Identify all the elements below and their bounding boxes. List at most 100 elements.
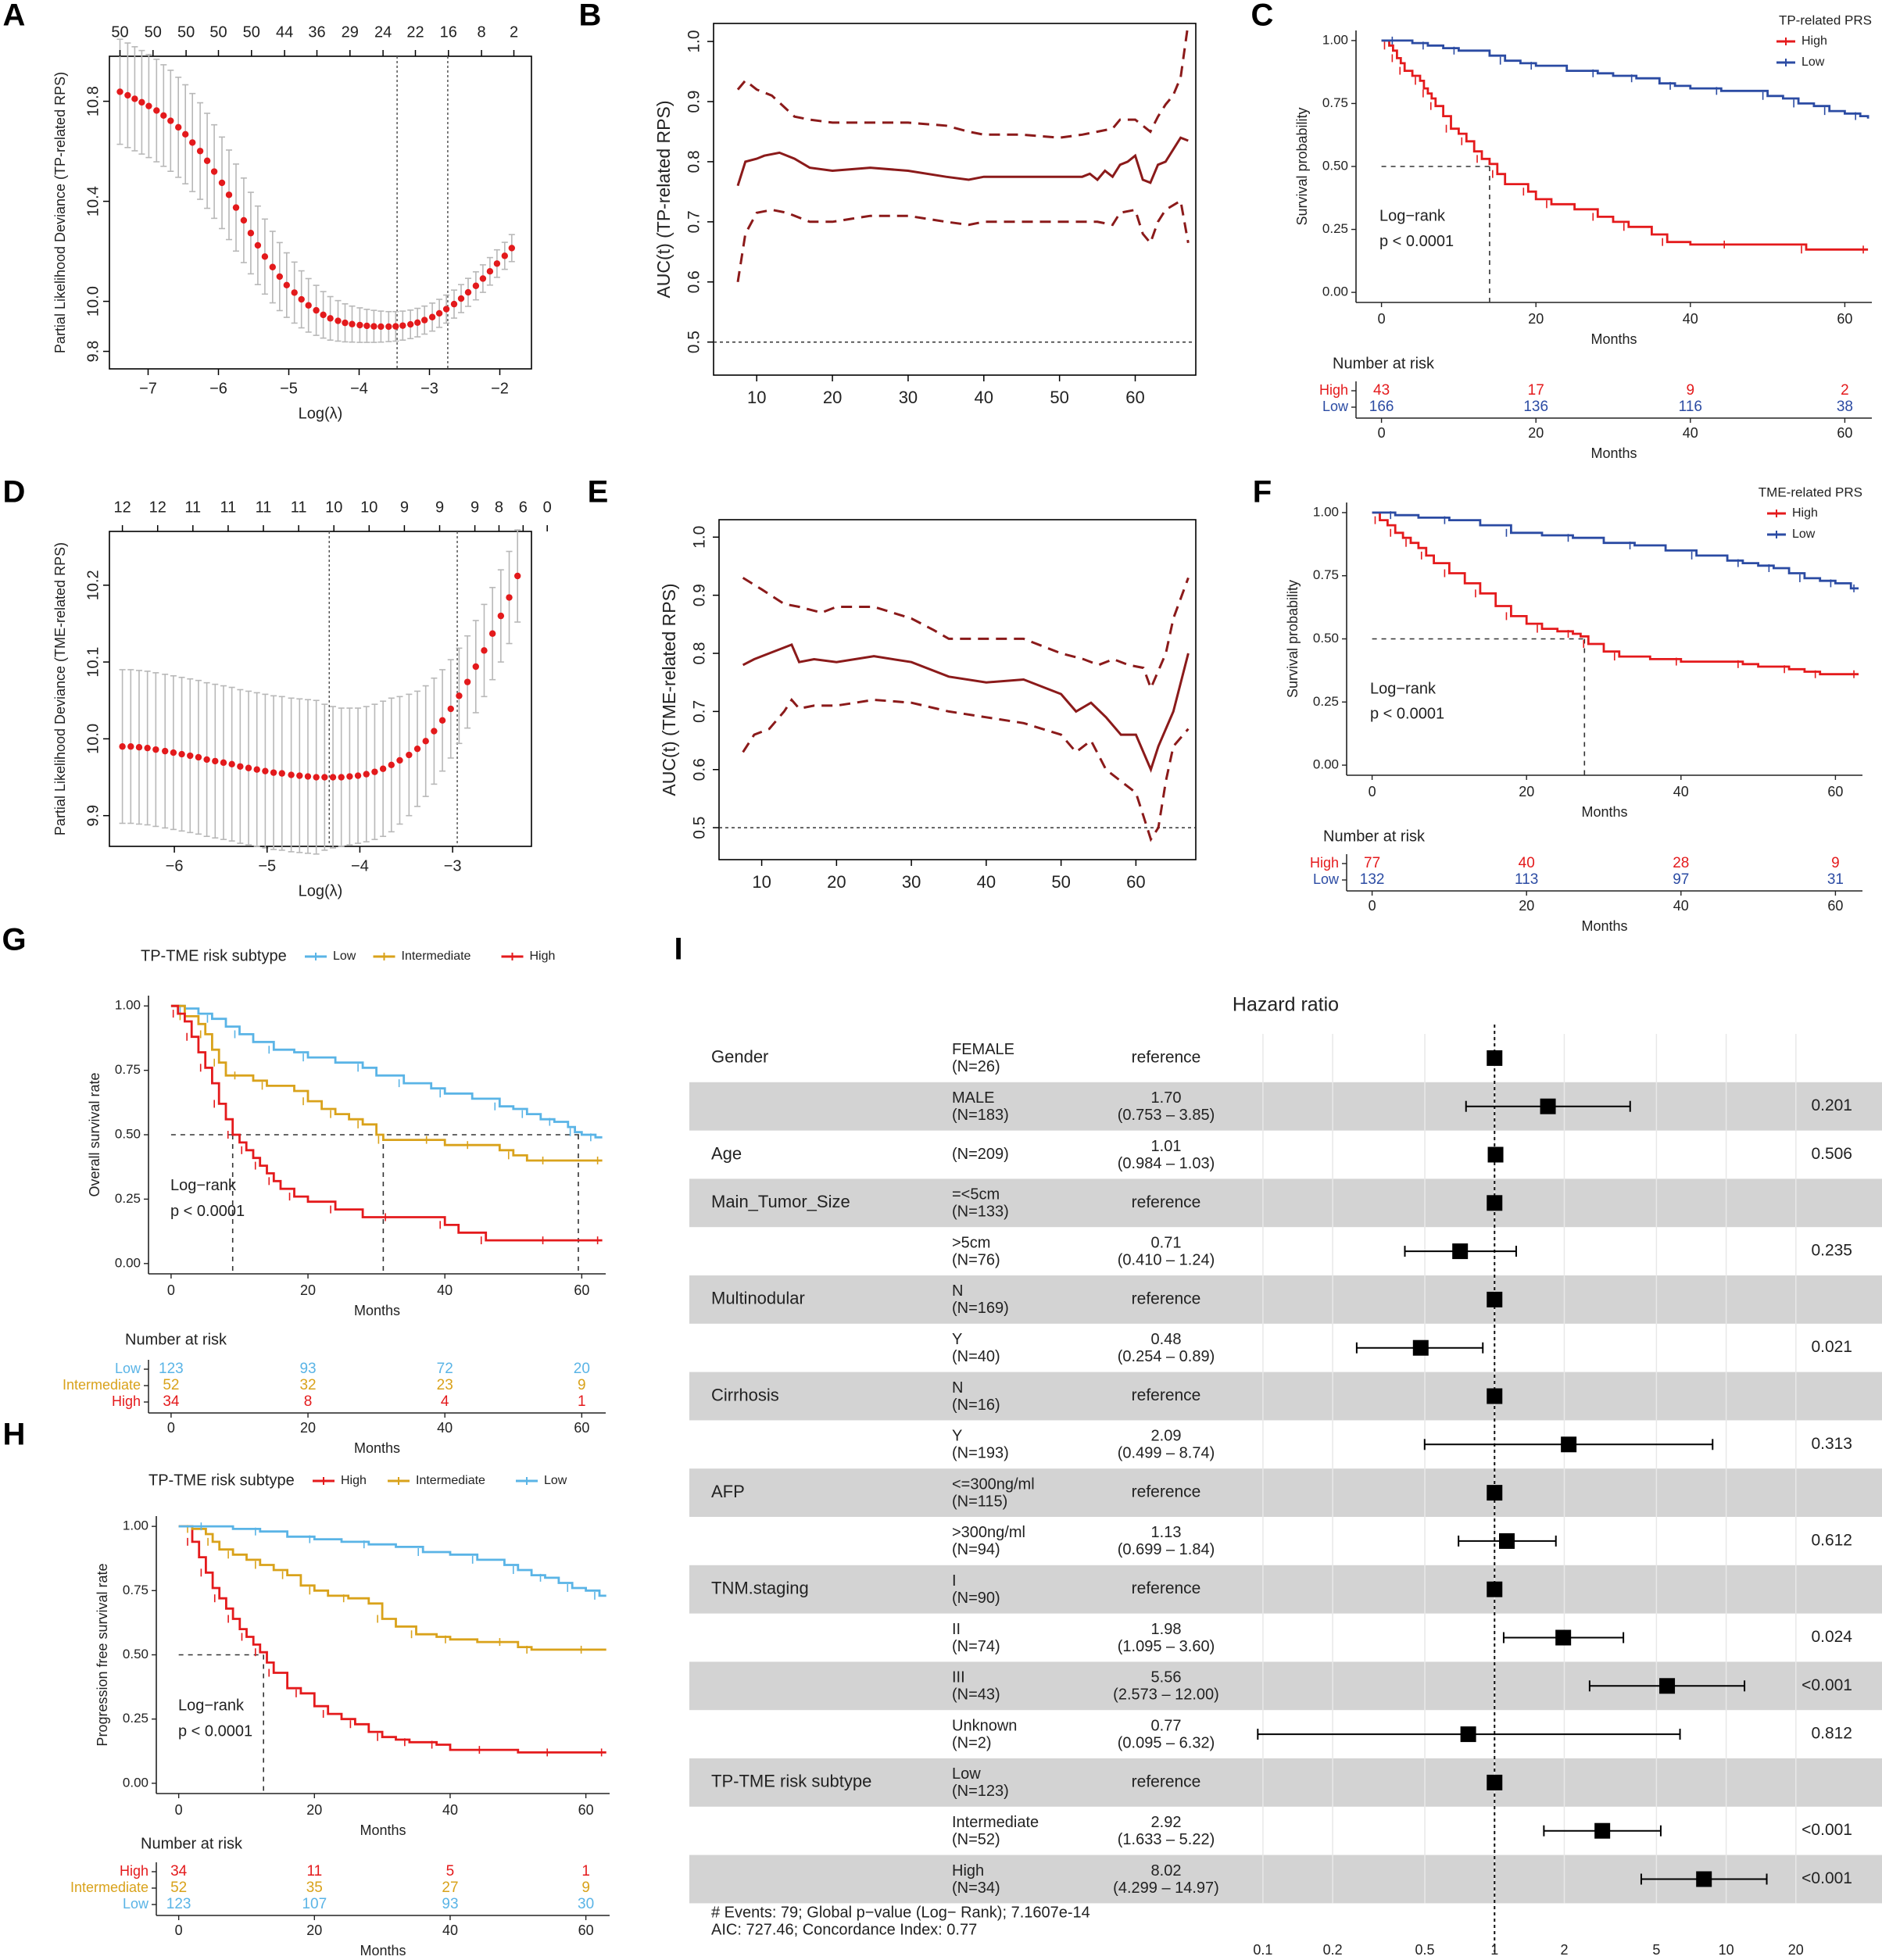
forest-level: High	[952, 1862, 984, 1880]
legend-label: Intermediate	[416, 1474, 485, 1487]
forest-level: =<5cm	[952, 1186, 1000, 1204]
km-curve-high	[178, 1525, 606, 1754]
km-panel-h: 0 20 40 60 0.00 0.25 0.50 0.75 1.00 Months Progres…	[70, 1472, 610, 1958]
top-tick-label: 9	[435, 499, 444, 516]
y-tick-label: 0.00	[1322, 284, 1348, 299]
x-tick-label: 40	[437, 1282, 453, 1298]
forest-variable: TNM.staging	[711, 1579, 809, 1598]
deviance-point	[497, 612, 505, 620]
forest-variable: AFP	[711, 1482, 745, 1501]
x-tick-label: 60	[1126, 872, 1145, 892]
deviance-point	[335, 317, 342, 324]
forest-pvalue: 0.024	[1811, 1628, 1852, 1646]
shaded-row	[689, 1275, 1882, 1324]
deviance-point	[501, 252, 508, 259]
forest-pvalue: 0.201	[1811, 1096, 1852, 1114]
deviance-point	[493, 260, 501, 267]
forest-hr-marker	[1487, 1050, 1503, 1066]
deviance-point	[321, 774, 328, 781]
forest-variable: Multinodular	[711, 1289, 805, 1308]
y-tick-label: 0.00	[115, 1255, 141, 1270]
risk-value: 9	[1687, 382, 1695, 399]
y-tick-label: 1.0	[685, 30, 703, 52]
forest-level: >5cm	[952, 1234, 990, 1251]
forest-row: III(N=43) 5.56(2.573 – 12.00) <0.001	[952, 1669, 1852, 1704]
forest-estimate: 0.71	[1151, 1234, 1182, 1251]
forest-n: (N=43)	[952, 1686, 1000, 1704]
deviance-point	[346, 773, 353, 780]
deviance-point	[413, 745, 421, 753]
km-curve-low	[178, 1525, 606, 1597]
legend-title: TP-related PRS	[1779, 13, 1872, 27]
forest-estimate: reference	[1132, 1772, 1201, 1790]
deviance-point	[270, 769, 277, 776]
y-tick-label: 0.50	[123, 1647, 148, 1661]
deviance-point	[354, 772, 362, 779]
risk-x-axis-label: Months	[354, 1440, 400, 1456]
forest-row: II(N=74) 1.98(1.095 – 3.60) 0.024	[952, 1621, 1852, 1655]
risk-x-tick-label: 0	[1378, 425, 1386, 441]
y-tick-label: 10.0	[84, 286, 102, 317]
top-tick-label: 11	[291, 499, 307, 516]
y-tick-label: 0.6	[685, 270, 703, 293]
km-curve-intermediate	[170, 1004, 603, 1162]
x-axis-label: Months	[360, 1822, 406, 1838]
deviance-point	[232, 204, 240, 211]
top-tick-label: 9	[470, 499, 479, 516]
forest-row: Unknown(N=2) 0.77(0.095 – 6.32) 0.812	[952, 1717, 1852, 1751]
x-tick-label: 20	[1528, 311, 1544, 327]
forest-row: Intermediate(N=52) 2.92(1.633 – 5.22) <0.0…	[952, 1814, 1852, 1848]
deviance-point	[203, 157, 211, 164]
forest-variable: TP-TME risk subtype	[711, 1772, 871, 1791]
logrank-label: Log−rank	[178, 1697, 245, 1715]
logrank-label: Log−rank	[1379, 208, 1446, 225]
x-tick-label: 40	[442, 1802, 458, 1818]
risk-value: 27	[442, 1880, 458, 1896]
deviance-point	[228, 760, 235, 768]
forest-pvalue: 0.506	[1811, 1145, 1852, 1163]
deviance-point	[356, 321, 363, 329]
risk-table: Number at risk High 43 17 9 2 Low 166 136 116 38 0 2…	[1319, 355, 1872, 461]
risk-row-name: Low	[1322, 399, 1349, 414]
top-tick-label: 2	[510, 23, 518, 41]
panel-letter-e: E	[588, 475, 609, 510]
deviance-point	[388, 761, 395, 769]
risk-value: 9	[578, 1377, 586, 1393]
forest-hr-marker	[1487, 1774, 1503, 1790]
legend-label: High	[1801, 34, 1827, 48]
forest-n: (N=26)	[952, 1058, 1000, 1075]
y-tick-label: 0.00	[1313, 757, 1339, 772]
forest-x-tick-label: 0.1	[1253, 1942, 1272, 1958]
risk-x-axis-label: Months	[360, 1943, 406, 1958]
shaded-row	[689, 1082, 1882, 1131]
forest-level: II	[952, 1621, 961, 1638]
forest-level: MALE	[952, 1089, 994, 1107]
km-curve-high	[170, 1004, 603, 1242]
deviance-point	[406, 751, 413, 759]
deviance-point	[422, 738, 429, 745]
risk-row-name: Intermediate	[70, 1880, 148, 1895]
deviance-point	[212, 757, 219, 765]
deviance-point	[276, 273, 283, 281]
top-tick-label: 50	[111, 23, 128, 41]
top-tick-label: 11	[220, 499, 237, 516]
risk-value: 93	[299, 1361, 316, 1377]
y-tick-label: 0.7	[685, 210, 703, 233]
x-tick-label: 20	[306, 1802, 322, 1818]
auc-series-lower	[736, 199, 1190, 283]
deviance-point	[450, 300, 458, 308]
x-axis-label: Months	[354, 1303, 400, 1318]
forest-x-tick-label: 20	[1788, 1942, 1804, 1958]
risk-row-name: High	[1319, 382, 1348, 398]
x-axis-label: Log(λ)	[299, 882, 343, 900]
deviance-point	[175, 123, 182, 131]
y-tick-label: 0.9	[685, 90, 703, 113]
deviance-point	[363, 322, 370, 330]
deviance-point	[178, 750, 185, 758]
forest-n: (N=209)	[952, 1146, 1009, 1163]
deviance-point	[363, 771, 370, 778]
deviance-point	[283, 281, 290, 288]
deviance-point	[435, 309, 443, 317]
x-tick-label: −7	[139, 380, 157, 397]
deviance-point	[196, 148, 204, 155]
